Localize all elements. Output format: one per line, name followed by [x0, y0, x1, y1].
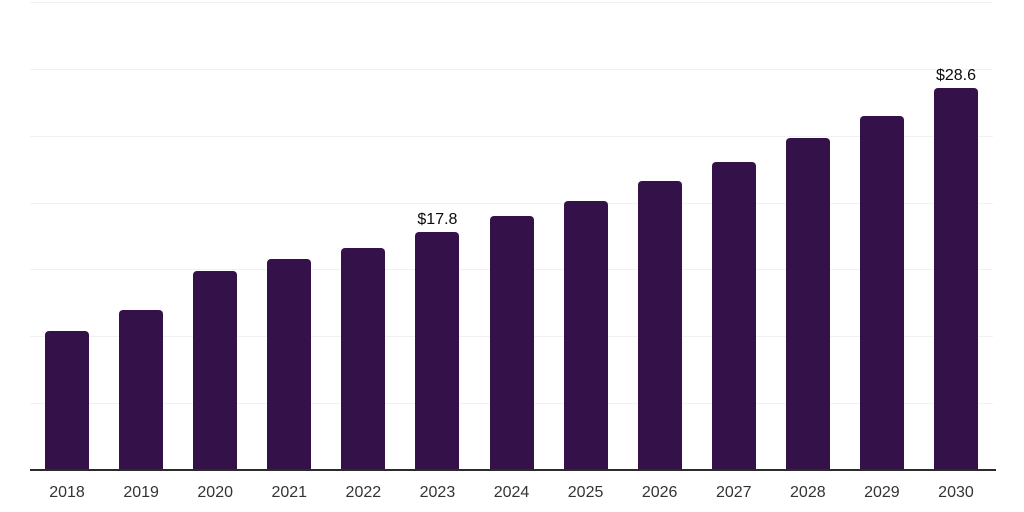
gridline-25 [30, 135, 993, 137]
x-tick-label-2028: 2028 [790, 484, 826, 501]
bar-2028 [785, 138, 830, 470]
x-tick-label-2018: 2018 [49, 484, 85, 501]
bar-2018 [45, 330, 90, 470]
bar-2019 [119, 309, 164, 470]
bar-2021 [267, 258, 312, 470]
bar-slot-2024 [474, 2, 548, 470]
bar-slot-2018 [30, 2, 104, 470]
bar-slot-2020 [178, 2, 252, 470]
bar-slot-2019 [104, 2, 178, 470]
x-tick-label-2026: 2026 [641, 484, 678, 501]
gridline-20 [30, 202, 993, 204]
gridline-35 [30, 2, 993, 3]
bar-slot-2025 [549, 2, 623, 470]
bars-layer: $17.8 $28.6 [30, 2, 993, 470]
x-tick-label-2022: 2022 [345, 484, 382, 501]
x-tick-label-2030: 2030 [938, 484, 974, 501]
bar-2026 [637, 181, 682, 470]
gridline-30 [30, 68, 993, 70]
x-tick-label-2019: 2019 [123, 484, 159, 501]
bar-slot-2029 [845, 2, 919, 470]
value-label-2023: $17.8 [417, 211, 458, 228]
bar-slot-2026 [623, 2, 697, 470]
value-label-2030: $28.6 [935, 66, 976, 84]
x-tick-label-2025: 2025 [567, 484, 604, 501]
bar-2024 [489, 215, 534, 470]
x-axis-tick-labels: 2018 2019 2020 2021 2022 2023 2024 2025 2026 2027… [30, 483, 993, 502]
bar-slot-2023: $17.8 [400, 2, 474, 470]
bar-2030 [933, 87, 978, 470]
bar-2023 [415, 232, 460, 470]
bar-2022 [341, 248, 386, 470]
x-tick-label-2021: 2021 [271, 484, 308, 501]
bar-2025 [563, 201, 608, 470]
bar-slot-2030: $28.6 [919, 2, 993, 470]
x-axis-line [30, 469, 996, 471]
x-tick-label-2027: 2027 [715, 484, 752, 501]
x-tick-label-2029: 2029 [864, 484, 900, 501]
bar-2020 [193, 270, 238, 470]
bar-slot-2028 [771, 2, 845, 470]
bar-slot-2021 [252, 2, 326, 470]
bar-slot-2022 [326, 2, 400, 470]
bar-2027 [711, 162, 756, 470]
x-tick-label-2024: 2024 [493, 484, 530, 501]
bar-2029 [859, 115, 904, 470]
bar-slot-2027 [697, 2, 771, 470]
plot-area: $17.8 $28.6 [30, 2, 993, 470]
x-tick-label-2023: 2023 [419, 484, 456, 501]
x-tick-label-2020: 2020 [197, 484, 233, 501]
